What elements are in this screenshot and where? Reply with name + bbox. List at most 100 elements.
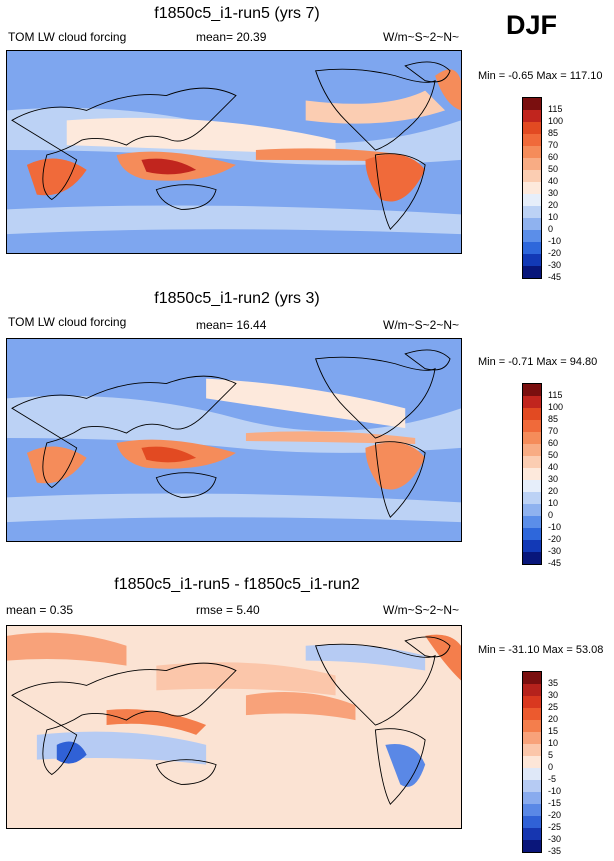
field-hotspot (141, 446, 197, 463)
colorbar-tick-label: -20 (548, 810, 562, 820)
field-hotspot (255, 148, 406, 162)
map-plot (6, 338, 462, 542)
colorbar-tick-label: 85 (548, 128, 559, 138)
colorbar-swatch (523, 528, 541, 540)
panel-title: f1850c5_i1-run2 (yrs 3) (154, 290, 320, 307)
field-band (7, 493, 461, 523)
field-hotspot (26, 446, 87, 484)
colorbar-swatch (523, 194, 541, 206)
colorbar-tick-label: 10 (548, 212, 559, 222)
map-canvas (7, 626, 461, 828)
colorbar-tick-label: 25 (548, 702, 559, 712)
colorbar-tick-label: 0 (548, 762, 554, 772)
field-anomaly (56, 741, 87, 764)
colorbar-tick-label: -45 (548, 558, 562, 568)
field-anomaly (245, 692, 356, 721)
field-anomaly (7, 632, 127, 666)
colorbar-swatch (523, 456, 541, 468)
units-label: W/m~S~2~N~ (383, 603, 460, 617)
colorbar-tick-label: 100 (548, 402, 564, 412)
field-hotspot (365, 442, 426, 490)
colorbar-swatch (523, 146, 541, 158)
field-hotspot (26, 158, 87, 196)
field-hotspot (435, 69, 461, 111)
colorbar-tick-label: -25 (548, 822, 562, 832)
colorbar-tick-label: 35 (548, 678, 559, 688)
field-label: TOM LW cloud forcing (8, 30, 127, 44)
colorbar-tick-label: -10 (548, 236, 562, 246)
colorbar-tick-label: 10 (548, 498, 559, 508)
units-label: W/m~S~2~N~ (383, 318, 460, 332)
field-hotspot (141, 158, 197, 175)
map-canvas (7, 339, 461, 541)
colorbar-swatch (523, 218, 541, 230)
field-hotspot (365, 154, 426, 202)
colorbar-swatch (523, 732, 541, 744)
colorbar-swatch (523, 384, 541, 396)
colorbar-swatch (523, 230, 541, 242)
colorbar-tick-label: 50 (548, 164, 559, 174)
field-band (66, 117, 336, 155)
colorbar-tick-label: 30 (548, 474, 559, 484)
colorbar-swatch (523, 242, 541, 254)
colorbar-swatch (523, 492, 541, 504)
colorbar-tick-label: -30 (548, 546, 562, 556)
colorbar-swatch (523, 804, 541, 816)
colorbar-swatch (523, 840, 541, 852)
minmax-label: Min = -0.71 Max = 94.80 (478, 356, 598, 368)
map-canvas (7, 51, 461, 253)
colorbar-tick-label: 40 (548, 176, 559, 186)
colorbar-tick-label: -35 (548, 846, 562, 856)
mean-label: mean= 20.39 (196, 30, 267, 44)
colorbar-swatch (523, 444, 541, 456)
colorbar-tick-label: 50 (548, 450, 559, 460)
map-plot (6, 50, 462, 254)
colorbar (522, 671, 542, 853)
colorbar-swatch (523, 816, 541, 828)
colorbar-tick-label: 115 (548, 390, 563, 400)
colorbar-swatch (523, 552, 541, 564)
colorbar-swatch (523, 792, 541, 804)
colorbar-tick-label: -45 (548, 272, 562, 282)
coastlines (11, 636, 451, 805)
season-label: DJF (506, 10, 558, 40)
colorbar-tick-label: 85 (548, 414, 559, 424)
units-label: W/m~S~2~N~ (383, 30, 460, 44)
colorbar-swatch (523, 480, 541, 492)
colorbar-tick-label: -5 (548, 774, 557, 784)
field-anomaly (106, 709, 207, 735)
colorbar-tick-label: 0 (548, 224, 554, 234)
colorbar-swatch (523, 170, 541, 182)
colorbar-swatch (523, 182, 541, 194)
colorbar-tick-label: -20 (548, 534, 562, 544)
colorbar-swatch (523, 504, 541, 516)
colorbar-swatch (523, 134, 541, 146)
panel-title: f1850c5_i1-run5 (yrs 7) (154, 5, 320, 22)
colorbar-swatch (523, 396, 541, 408)
rmse-label: rmse = 5.40 (196, 603, 260, 617)
coastlines (11, 349, 451, 518)
mean-label: mean= 16.44 (196, 318, 267, 332)
colorbar-tick-label: -10 (548, 522, 562, 532)
colorbar-swatch (523, 672, 541, 684)
colorbar-swatch (523, 158, 541, 170)
colorbar-tick-label: 60 (548, 152, 559, 162)
colorbar-swatch (523, 420, 541, 432)
colorbar-swatch (523, 540, 541, 552)
colorbar-tick-label: 30 (548, 188, 559, 198)
colorbar-ticks: 115 100 85 70 60 50 40 30 20 10 0 -10 -20 -30 -45 (548, 389, 563, 569)
colorbar-swatch (523, 720, 541, 732)
colorbar-tick-label: 5 (548, 750, 554, 760)
colorbar-swatch (523, 684, 541, 696)
colorbar-tick-label: 60 (548, 438, 559, 448)
colorbar-swatch (523, 828, 541, 840)
colorbar-tick-label: 40 (548, 462, 559, 472)
colorbar-swatch (523, 756, 541, 768)
colorbar-tick-label: 20 (548, 200, 559, 210)
field-band (7, 205, 461, 235)
field-anomaly (425, 634, 461, 681)
minmax-label: Min = -0.65 Max = 117.10 (478, 70, 603, 82)
field-band (206, 378, 406, 429)
colorbar-tick-label: -30 (548, 834, 562, 844)
colorbar-ticks: 115 100 85 70 60 50 40 30 20 10 0 -10 -20 -30 -45 (548, 103, 563, 283)
